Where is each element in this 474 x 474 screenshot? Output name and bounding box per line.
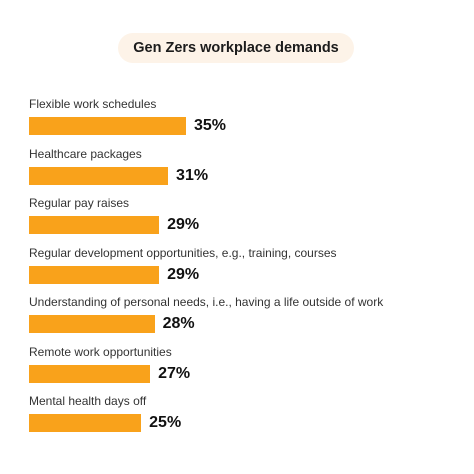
- bar: [29, 265, 160, 284]
- category-label: Regular development opportunities, e.g.,…: [29, 245, 337, 260]
- value-label: 28%: [162, 315, 195, 332]
- category-label: Remote work opportunities: [29, 344, 172, 359]
- chart-title: Gen Zers workplace demands: [118, 33, 354, 63]
- value-label: 29%: [167, 265, 200, 283]
- bar: [29, 364, 151, 383]
- category-label: Healthcare packages: [29, 146, 142, 161]
- category-label: Mental health days off: [29, 394, 147, 408]
- category-label: Understanding of personal needs, i.e., h…: [29, 295, 384, 309]
- value-label: 31%: [176, 166, 209, 184]
- value-label: 25%: [149, 414, 182, 431]
- value-label: 27%: [158, 364, 191, 382]
- value-label: 29%: [167, 216, 200, 233]
- bar: [29, 414, 142, 432]
- bar: [29, 117, 186, 135]
- category-label: Regular pay raises: [29, 196, 130, 210]
- bar: [29, 166, 169, 185]
- bar: [29, 216, 160, 234]
- bar: [29, 315, 155, 333]
- category-label: Flexible work schedules: [29, 97, 157, 111]
- value-label: 35%: [194, 117, 227, 134]
